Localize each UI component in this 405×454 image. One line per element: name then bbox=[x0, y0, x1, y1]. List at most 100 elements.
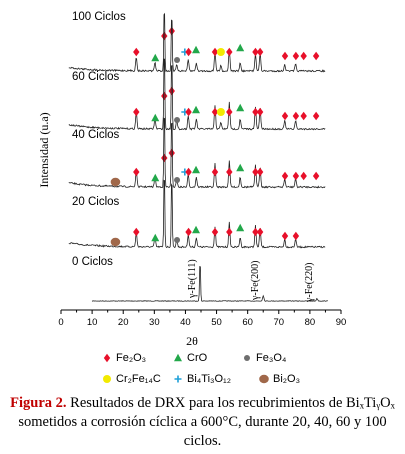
marker-Fe2O3 bbox=[256, 227, 264, 237]
marker-Fe2O3 bbox=[226, 47, 233, 57]
marker-Fe3O4 bbox=[174, 57, 181, 63]
series-label: 60 Ciclos bbox=[72, 71, 120, 83]
legend-symbol bbox=[174, 353, 182, 362]
marker-Fe2O3 bbox=[256, 107, 264, 117]
marker-Cr2Fe14C bbox=[216, 48, 225, 56]
marker-CrO bbox=[151, 53, 160, 62]
marker-Fe2O3 bbox=[292, 111, 300, 121]
marker-CrO bbox=[236, 43, 245, 52]
series-2: 40 Ciclos bbox=[68, 86, 326, 189]
marker-Fe2O3 bbox=[292, 51, 300, 61]
x-tick-label: 60 bbox=[242, 317, 253, 328]
x-axis: 0 10 20 30 40 50 60 70 80 90 2θ bbox=[58, 309, 347, 348]
y-axis-label: Intensidad (u.a) bbox=[37, 112, 51, 187]
legend-marker-Fe2O3 bbox=[103, 353, 111, 363]
legend-marker-Bi2O3 bbox=[259, 374, 269, 384]
legend-symbol bbox=[103, 353, 111, 363]
series-label: 0 Ciclos bbox=[72, 256, 113, 268]
marker-Fe2O3 bbox=[161, 91, 168, 101]
marker-Fe2O3 bbox=[168, 86, 175, 96]
legend-symbol bbox=[174, 375, 182, 383]
series-line bbox=[68, 58, 326, 131]
figure-label: Figura 2. bbox=[10, 395, 67, 411]
marker-Fe3O4 bbox=[174, 237, 181, 243]
legend-label: Cr₂Fe₁₄C bbox=[116, 373, 161, 385]
marker-Fe2O3 bbox=[256, 47, 264, 57]
series-1: 20 Ciclos bbox=[68, 148, 326, 249]
marker-Fe2O3 bbox=[252, 107, 259, 117]
legend-marker-Cr2Fe14C bbox=[103, 375, 111, 383]
gamma-fe-annotation: γ-Fe(200) bbox=[250, 261, 261, 301]
marker-CrO bbox=[236, 163, 245, 172]
legend-marker-Bi4Ti3O12 bbox=[174, 375, 182, 383]
marker-Fe2O3 bbox=[133, 107, 140, 117]
marker-Fe2O3 bbox=[292, 231, 300, 241]
marker-Fe2O3 bbox=[226, 167, 233, 177]
marker-Fe2O3 bbox=[281, 51, 289, 61]
x-tick-label: 30 bbox=[149, 317, 160, 328]
series-line bbox=[68, 117, 326, 189]
series-label: 20 Ciclos bbox=[72, 196, 120, 208]
legend-label: CrO bbox=[187, 352, 208, 364]
marker-Fe2O3 bbox=[161, 31, 168, 41]
marker-Fe2O3 bbox=[252, 227, 259, 237]
series-label: 40 Ciclos bbox=[72, 129, 120, 141]
x-tick-label: 40 bbox=[180, 317, 191, 328]
series-line bbox=[68, 12, 326, 73]
marker-Fe2O3 bbox=[312, 111, 320, 121]
series-group: 0 Ciclos 20 Ciclos 40 Ciclos 60 Ciclos 100 C… bbox=[68, 11, 328, 302]
marker-Fe2O3 bbox=[185, 47, 192, 57]
marker-Cr2Fe14C bbox=[216, 108, 225, 116]
marker-CrO bbox=[151, 233, 160, 242]
marker-Fe2O3 bbox=[133, 227, 140, 237]
legend-marker-Fe3O4 bbox=[244, 355, 250, 361]
marker-Fe2O3 bbox=[168, 26, 175, 36]
marker-CrO bbox=[236, 223, 245, 232]
marker-Fe2O3 bbox=[226, 107, 233, 117]
figure-caption: Figura 2. Resultados de DRX para los rec… bbox=[2, 394, 403, 451]
marker-Fe2O3 bbox=[312, 171, 320, 181]
marker-CrO bbox=[192, 225, 201, 234]
series-line bbox=[68, 179, 326, 249]
xrd-chart: 0 10 20 30 40 50 60 70 80 90 2θ Intensidad (u.a) 0… bbox=[37, 11, 347, 348]
legend-symbol bbox=[259, 374, 269, 384]
legend-symbol bbox=[244, 355, 250, 361]
gamma-fe-annotation: γ-Fe(111) bbox=[187, 259, 198, 299]
annotations-group: γ-Fe(111) γ-Fe(200) γ-Fe(220) bbox=[187, 259, 315, 303]
marker-Bi2O3 bbox=[110, 237, 121, 247]
marker-Fe2O3 bbox=[256, 167, 264, 177]
legend-label: Bi₂O₃ bbox=[273, 373, 301, 385]
x-tick-label: 90 bbox=[336, 317, 347, 328]
x-tick-label: 50 bbox=[211, 317, 222, 328]
marker-Fe2O3 bbox=[211, 47, 219, 57]
legend-label: Bi₄Ti₃O₁₂ bbox=[187, 373, 232, 385]
marker-Fe2O3 bbox=[292, 171, 300, 181]
legend-label: Fe₂O₃ bbox=[116, 352, 147, 364]
marker-Fe2O3 bbox=[281, 111, 289, 121]
series-4: 100 Ciclos bbox=[68, 11, 326, 73]
marker-Fe2O3 bbox=[312, 51, 320, 61]
marker-Fe2O3 bbox=[300, 111, 307, 121]
marker-Fe2O3 bbox=[211, 167, 219, 177]
legend-symbol bbox=[103, 375, 111, 383]
marker-CrO bbox=[236, 103, 245, 112]
gamma-fe-annotation: γ-Fe(220) bbox=[304, 263, 315, 303]
marker-Fe2O3 bbox=[168, 148, 175, 158]
series-line bbox=[91, 266, 328, 302]
marker-Fe2O3 bbox=[300, 51, 307, 61]
marker-CrO bbox=[192, 105, 201, 114]
marker-Fe2O3 bbox=[300, 171, 307, 181]
x-tick-label: 20 bbox=[118, 317, 129, 328]
legend-label: Fe₃O₄ bbox=[256, 352, 287, 364]
marker-Fe2O3 bbox=[211, 227, 219, 237]
marker-Fe2O3 bbox=[281, 171, 289, 181]
series-0: 0 Ciclos bbox=[72, 256, 328, 302]
marker-Fe2O3 bbox=[185, 227, 192, 237]
x-tick-label: 70 bbox=[273, 317, 284, 328]
x-tick-label: 0 bbox=[58, 317, 63, 328]
marker-Fe2O3 bbox=[281, 231, 289, 241]
marker-Fe3O4 bbox=[174, 177, 181, 183]
series-label: 100 Ciclos bbox=[72, 11, 126, 23]
marker-Fe2O3 bbox=[161, 153, 168, 163]
marker-Fe2O3 bbox=[133, 47, 140, 57]
